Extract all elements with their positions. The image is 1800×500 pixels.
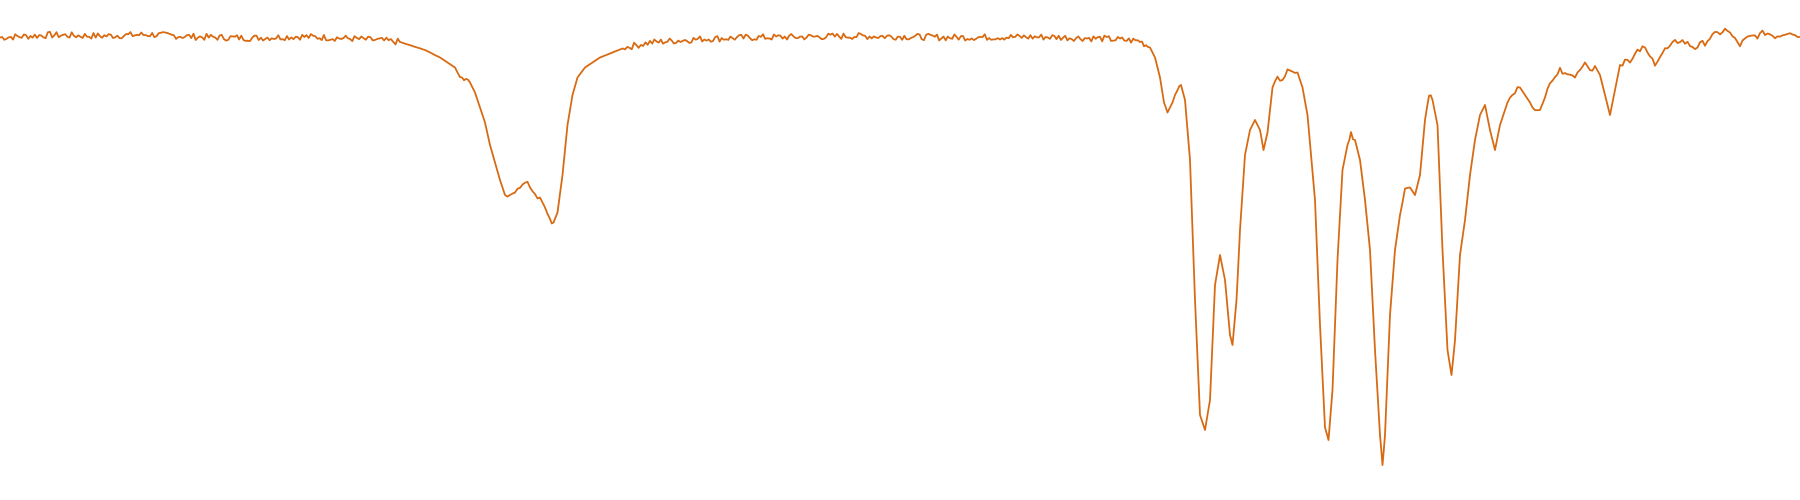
series-layer <box>0 27 1800 466</box>
series-line-0 <box>0 27 1800 466</box>
